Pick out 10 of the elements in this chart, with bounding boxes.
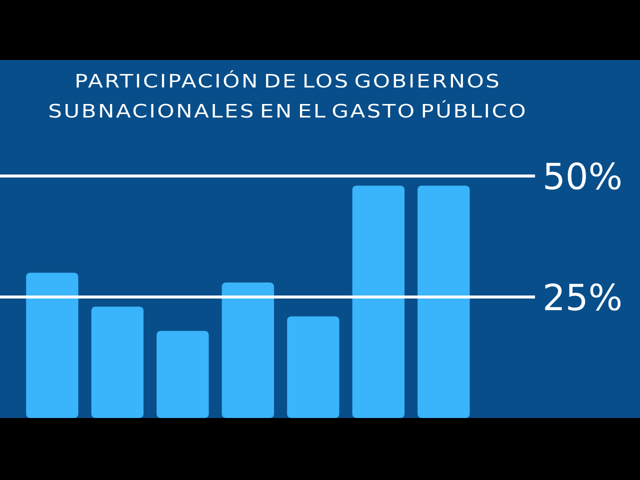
bar <box>352 186 405 418</box>
bar <box>287 316 340 418</box>
bar <box>222 282 274 418</box>
chart-title: PARTICIPACIÓN DE LOS GOBIERNOS SUBNACIONALES EN EL GASTO PÚBLICO <box>50 70 525 118</box>
y-tick-label: 25% <box>545 283 621 311</box>
y-tick-label: 50% <box>545 162 621 190</box>
bar <box>26 272 78 418</box>
bar <box>156 330 209 418</box>
bar <box>418 186 470 418</box>
bar <box>91 306 144 418</box>
